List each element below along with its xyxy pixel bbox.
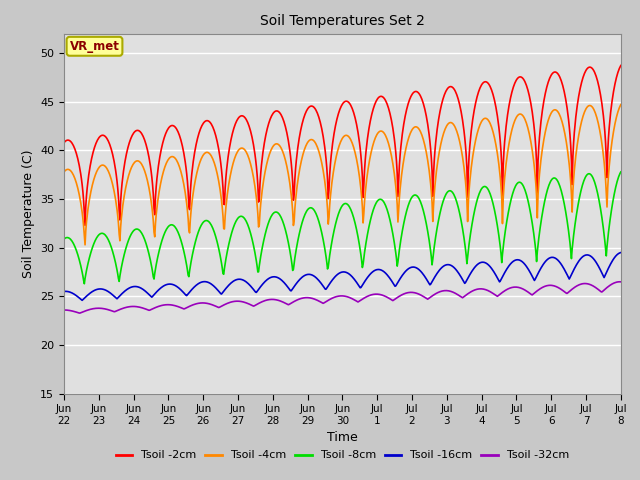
Tsoil -16cm: [228, 279, 236, 285]
Tsoil -2cm: [401, 117, 408, 123]
Tsoil -16cm: [126, 285, 134, 290]
Tsoil -16cm: [78, 298, 86, 303]
Tsoil -32cm: [228, 299, 236, 305]
Text: VR_met: VR_met: [70, 40, 120, 53]
Title: Soil Temperatures Set 2: Soil Temperatures Set 2: [260, 14, 425, 28]
Tsoil -16cm: [401, 270, 408, 276]
Tsoil -2cm: [81, 222, 89, 228]
Tsoil -4cm: [126, 168, 134, 174]
Tsoil -8cm: [277, 215, 285, 220]
Tsoil -2cm: [228, 131, 236, 136]
Line: Tsoil -2cm: Tsoil -2cm: [64, 65, 621, 225]
X-axis label: Time: Time: [327, 431, 358, 444]
Tsoil -16cm: [256, 285, 264, 290]
Tsoil -32cm: [617, 279, 625, 285]
Tsoil -4cm: [432, 175, 440, 180]
Tsoil -8cm: [60, 236, 68, 242]
Legend: Tsoil -2cm, Tsoil -4cm, Tsoil -8cm, Tsoil -16cm, Tsoil -32cm: Tsoil -2cm, Tsoil -4cm, Tsoil -8cm, Tsoi…: [111, 446, 573, 465]
Line: Tsoil -4cm: Tsoil -4cm: [64, 105, 621, 245]
Tsoil -32cm: [277, 299, 285, 304]
Tsoil -4cm: [81, 242, 89, 248]
Tsoil -32cm: [616, 279, 623, 285]
Tsoil -4cm: [60, 169, 68, 175]
Tsoil -2cm: [60, 140, 68, 145]
Tsoil -8cm: [256, 258, 264, 264]
Tsoil -4cm: [277, 145, 285, 151]
Line: Tsoil -16cm: Tsoil -16cm: [64, 252, 621, 300]
Tsoil -32cm: [432, 291, 440, 297]
Tsoil -2cm: [617, 62, 625, 68]
Tsoil -2cm: [256, 180, 264, 186]
Tsoil -4cm: [617, 102, 625, 108]
Line: Tsoil -32cm: Tsoil -32cm: [64, 282, 621, 313]
Tsoil -8cm: [401, 217, 408, 223]
Tsoil -8cm: [81, 281, 88, 287]
Tsoil -4cm: [401, 153, 408, 158]
Tsoil -16cm: [432, 273, 440, 278]
Line: Tsoil -8cm: Tsoil -8cm: [64, 172, 621, 284]
Tsoil -32cm: [401, 291, 408, 297]
Tsoil -4cm: [256, 210, 264, 216]
Tsoil -32cm: [126, 304, 134, 310]
Tsoil -4cm: [228, 163, 236, 169]
Tsoil -8cm: [617, 169, 625, 175]
Tsoil -2cm: [277, 112, 285, 118]
Tsoil -16cm: [617, 250, 625, 255]
Tsoil -8cm: [126, 234, 134, 240]
Tsoil -32cm: [256, 300, 264, 306]
Tsoil -2cm: [432, 140, 440, 145]
Y-axis label: Soil Temperature (C): Soil Temperature (C): [22, 149, 35, 278]
Tsoil -32cm: [60, 307, 68, 313]
Tsoil -16cm: [277, 277, 285, 283]
Tsoil -8cm: [432, 234, 440, 240]
Tsoil -16cm: [60, 288, 68, 294]
Tsoil -32cm: [76, 310, 84, 316]
Tsoil -2cm: [126, 138, 134, 144]
Tsoil -8cm: [228, 228, 236, 233]
